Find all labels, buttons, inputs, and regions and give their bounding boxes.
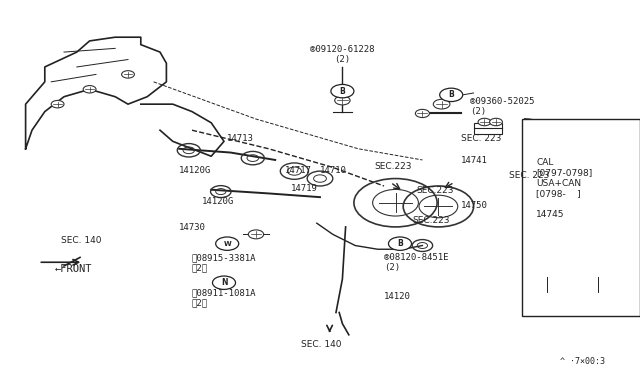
Text: SEC. 223: SEC. 223 [461, 134, 501, 143]
Circle shape [51, 100, 64, 108]
Circle shape [122, 71, 134, 78]
Text: 14120: 14120 [384, 292, 411, 301]
Circle shape [331, 84, 354, 98]
Text: ^ ·7×00:3: ^ ·7×00:3 [560, 357, 605, 366]
Text: 14717: 14717 [285, 166, 312, 174]
Circle shape [478, 118, 491, 126]
Circle shape [248, 230, 264, 239]
Text: CAL
[0797-0798]
USA+CAN
[0798-    ]

14745: CAL [0797-0798] USA+CAN [0798- ] 14745 [536, 158, 593, 219]
Circle shape [568, 291, 578, 297]
Text: ⓜ08915-3381A
（2）: ⓜ08915-3381A （2） [192, 253, 257, 272]
Circle shape [440, 88, 463, 102]
Text: ®09360-52025
(2): ®09360-52025 (2) [470, 97, 535, 116]
Text: SEC. 223: SEC. 223 [509, 171, 549, 180]
Text: B: B [340, 87, 345, 96]
Bar [474, 123, 502, 134]
Circle shape [415, 109, 429, 118]
Circle shape [388, 237, 412, 250]
Text: SEC.223: SEC.223 [416, 186, 454, 195]
Text: 14730: 14730 [179, 223, 206, 232]
Circle shape [83, 86, 96, 93]
Text: N: N [221, 278, 227, 287]
Text: W: W [223, 241, 231, 247]
Text: ®09120-61228
(2): ®09120-61228 (2) [310, 45, 374, 64]
Text: ⓝ08911-1081A
（2）: ⓝ08911-1081A （2） [192, 288, 257, 308]
Circle shape [490, 118, 502, 126]
Bar [522, 119, 640, 316]
Circle shape [568, 272, 578, 278]
Circle shape [216, 237, 239, 250]
Circle shape [212, 276, 236, 289]
Text: B: B [449, 90, 454, 99]
Text: 14750: 14750 [461, 201, 488, 210]
Text: SEC. 140: SEC. 140 [301, 340, 341, 349]
Circle shape [335, 96, 350, 105]
Text: 14741: 14741 [461, 156, 488, 165]
Text: 14713: 14713 [227, 134, 254, 143]
Text: 14719: 14719 [291, 184, 318, 193]
Text: SEC.223: SEC.223 [413, 216, 451, 225]
Text: B: B [397, 239, 403, 248]
Text: ®08120-8451E
(2): ®08120-8451E (2) [384, 253, 449, 272]
Text: 14710: 14710 [320, 166, 347, 174]
Text: 14120G: 14120G [179, 166, 211, 174]
Text: SEC.223: SEC.223 [374, 162, 412, 171]
Text: ←FRONT: ←FRONT [54, 264, 92, 274]
Circle shape [433, 99, 450, 109]
Text: 14120G: 14120G [202, 197, 234, 206]
Text: SEC. 140: SEC. 140 [61, 236, 101, 245]
